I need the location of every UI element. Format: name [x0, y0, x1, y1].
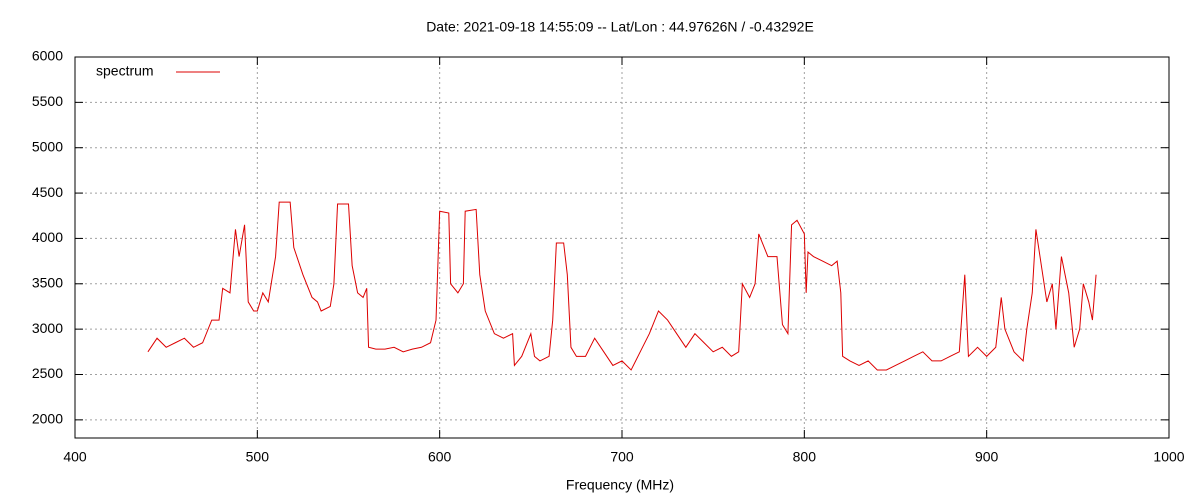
legend-label: spectrum [96, 63, 154, 79]
y-tick-label: 4500 [32, 184, 63, 200]
y-tick-label: 3500 [32, 274, 63, 290]
y-tick-label: 3000 [32, 320, 63, 336]
y-tick-label: 6000 [32, 48, 63, 64]
x-axis-label: Frequency (MHz) [566, 477, 674, 493]
x-tick-label: 800 [793, 449, 817, 465]
x-tick-label: 1000 [1153, 449, 1184, 465]
y-tick-label: 5500 [32, 93, 63, 109]
plot-frame [74, 56, 1170, 439]
chart-title: Date: 2021-09-18 14:55:09 -- Lat/Lon : 4… [426, 19, 814, 35]
x-tick-label: 700 [610, 449, 634, 465]
y-tick-label: 2500 [32, 365, 63, 381]
y-tick-label: 4000 [32, 229, 63, 245]
x-tick-label: 600 [428, 449, 452, 465]
x-tick-label: 400 [63, 449, 87, 465]
spectrum-line [147, 201, 1097, 371]
y-tick-label: 2000 [32, 411, 63, 427]
y-tick-label: 5000 [32, 138, 63, 154]
x-tick-label: 900 [975, 449, 999, 465]
x-tick-label: 500 [246, 449, 270, 465]
